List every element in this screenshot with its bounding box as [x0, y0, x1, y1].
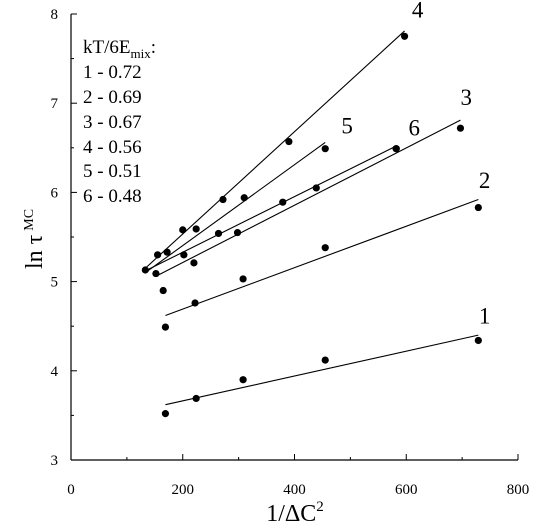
series-labels: 1 2 3 4 5 6 [341, 0, 490, 329]
series-label-6: 6 [408, 115, 420, 140]
y-axis-title-superscript: MC [22, 209, 37, 231]
y-tick-label: 3 [51, 453, 59, 469]
data-point-series-3 [279, 198, 287, 206]
data-point-series-2 [191, 299, 199, 307]
fit-line-series-1 [165, 334, 479, 406]
legend-entry-4: 4 - 0.56 [83, 137, 142, 158]
data-point-series-4 [179, 226, 187, 234]
series-label-5: 5 [341, 114, 353, 139]
data-point-series-1 [321, 356, 329, 364]
x-tick-label: 200 [172, 482, 195, 498]
data-point-series-3 [180, 251, 188, 259]
legend-title: kT/6Emix: [83, 37, 156, 61]
legend-entry-3: 3 - 0.67 [83, 112, 142, 133]
data-point-series-3 [456, 124, 465, 132]
data-point-series-1 [474, 336, 482, 345]
series-label-4: 4 [412, 0, 424, 23]
legend-entry-2: 2 - 0.69 [83, 87, 142, 108]
data-point-series-2 [161, 323, 170, 331]
data-point-series-4 [219, 195, 227, 204]
fit-line-series-4 [144, 30, 405, 269]
x-tick-label: 0 [67, 482, 75, 498]
y-axis-title-main: ln τ [22, 234, 48, 269]
data-point-series-2 [190, 259, 198, 267]
y-tick-label: 8 [51, 7, 59, 23]
y-tick-label: 6 [51, 185, 59, 201]
x-axis-title-superscript: 2 [316, 499, 324, 515]
data-point-series-2 [474, 203, 482, 212]
data-point-series-5 [321, 145, 329, 153]
data-point-series-3 [152, 269, 160, 278]
legend-title-suffix: : [151, 37, 156, 58]
series-label-1: 1 [479, 304, 491, 329]
data-point-series-5 [240, 194, 248, 202]
data-point-series-3 [312, 184, 320, 192]
fit-lines [144, 30, 479, 406]
data-point-series-1 [192, 394, 200, 403]
x-tick-label: 400 [283, 482, 306, 498]
data-point-series-6 [392, 145, 400, 153]
series-label-3: 3 [460, 85, 472, 110]
data-point-series-1 [239, 376, 247, 384]
legend-entry-6: 6 - 0.48 [83, 186, 142, 207]
y-tick-label: 4 [51, 364, 59, 380]
fit-line-series-6 [145, 145, 397, 272]
data-point-series-1 [161, 410, 170, 418]
data-point-series-2 [239, 275, 247, 283]
data-point-series-4 [400, 32, 409, 40]
fit-line-series-5 [144, 142, 326, 274]
data-point-series-2 [321, 244, 329, 252]
data-point-series-5 [163, 248, 171, 256]
data-point-series-3 [233, 228, 242, 237]
data-point-series-6 [192, 225, 200, 233]
y-ticks: 3 4 5 6 7 8 [51, 7, 77, 469]
legend-entry-5: 5 - 0.51 [83, 161, 142, 182]
y-axis-title: ln τ MC [22, 209, 48, 269]
data-points [141, 32, 482, 418]
data-point-series-3 [214, 229, 223, 238]
x-axis-title: 1/ΔC2 [266, 499, 324, 527]
x-tick-label: 800 [507, 482, 530, 498]
y-tick-label: 5 [51, 275, 59, 291]
fit-line-series-3 [155, 119, 461, 277]
x-tick-label: 600 [395, 482, 418, 498]
data-point-series-4 [285, 137, 293, 146]
data-point-series-2 [159, 286, 167, 295]
y-tick-label: 7 [51, 96, 59, 112]
x-ticks: 0 200 400 600 800 [67, 454, 529, 498]
data-point-series-5 [141, 266, 149, 274]
legend: kT/6Emix: 1 - 0.72 2 - 0.69 3 - 0.67 4 -… [83, 37, 156, 207]
data-point-series-4 [154, 251, 162, 259]
legend-entry-1: 1 - 0.72 [83, 62, 142, 83]
x-axis-title-main: 1/ΔC [266, 501, 316, 527]
series-label-2: 2 [479, 168, 491, 193]
legend-title-subscript: mix [131, 46, 152, 61]
fit-line-series-2 [165, 199, 479, 317]
